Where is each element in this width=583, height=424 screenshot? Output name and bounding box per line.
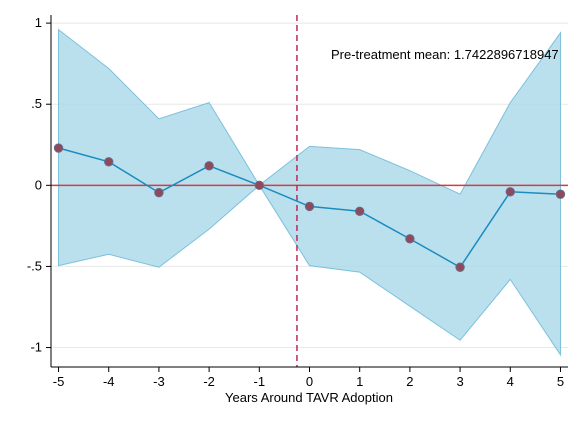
y-tick-label-4: -1 — [30, 340, 42, 355]
x-tick-label-0: -5 — [53, 374, 65, 389]
x-tick-label-5: 0 — [306, 374, 313, 389]
data-point-1 — [104, 157, 114, 167]
y-tick-label-3: -.5 — [27, 258, 42, 273]
x-tick-label-4: -1 — [254, 374, 266, 389]
x-tick-label-7: 2 — [406, 374, 413, 389]
x-tick-label-9: 4 — [507, 374, 514, 389]
data-point-10 — [555, 189, 566, 199]
x-tick-label-1: -4 — [103, 374, 115, 389]
data-point-9 — [505, 187, 515, 197]
data-point-7 — [405, 234, 415, 244]
confidence-band-layer — [58, 28, 561, 357]
data-point-4 — [254, 180, 265, 191]
data-point-8 — [455, 262, 465, 272]
x-tick-label-10: 5 — [557, 374, 564, 389]
confidence-band — [58, 28, 561, 357]
data-point-5 — [304, 201, 315, 212]
axes-layer: 1 .5 0 -.5 -1 -5 -4 -3 -2 -1 0 1 2 3 4 5 — [27, 15, 568, 389]
data-point-3 — [204, 161, 214, 171]
x-tick-label-8: 3 — [456, 374, 463, 389]
series-markers-layer — [53, 143, 566, 272]
pre-treatment-annotation: Pre-treatment mean: 1.7422896718947 — [331, 47, 559, 62]
data-point-2 — [154, 187, 164, 198]
y-tick-label-1: .5 — [31, 96, 42, 111]
x-axis-title: Years Around TAVR Adoption — [225, 390, 393, 405]
x-tick-label-6: 1 — [356, 374, 363, 389]
data-point-6 — [354, 206, 365, 216]
data-point-0 — [53, 143, 64, 153]
y-tick-label-2: 0 — [35, 177, 42, 192]
x-tick-label-3: -2 — [203, 374, 215, 389]
reference-lines-layer — [51, 15, 568, 367]
x-tick-label-2: -3 — [153, 374, 165, 389]
y-tick-label-0: 1 — [35, 15, 42, 30]
